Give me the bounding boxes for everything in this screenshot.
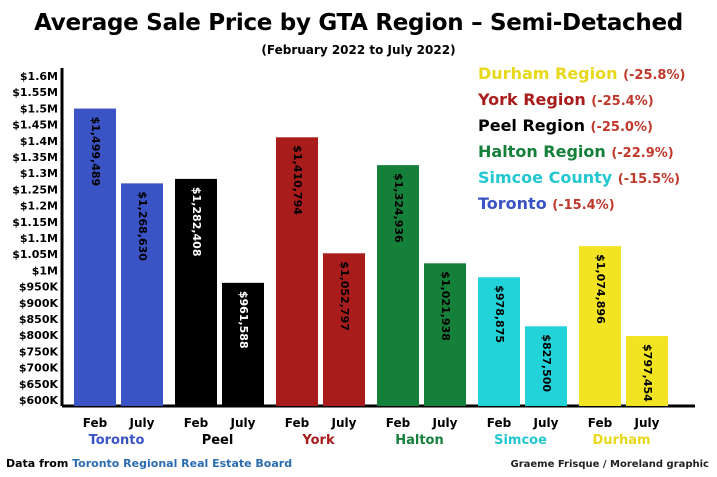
legend-item-name: York Region: [478, 90, 592, 109]
legend-item: Simcoe County (-15.5%): [478, 168, 680, 187]
y-tick-label: $1.1M: [20, 232, 58, 245]
source-org: Toronto Regional Real Estate Board: [72, 457, 293, 470]
y-tick-label: $700K: [19, 362, 59, 375]
region-label: Peel: [202, 433, 234, 448]
bar-value-label: $1,499,489: [89, 117, 102, 187]
bar-peel-feb: [175, 178, 217, 406]
legend-item-name: Peel Region: [478, 116, 591, 135]
y-tick-label: $900K: [19, 297, 59, 310]
y-tick-label: $1.5M: [20, 102, 58, 115]
x-tick-label: Feb: [184, 416, 209, 430]
x-tick-label: Feb: [487, 416, 512, 430]
y-tick-label: $650K: [19, 378, 59, 391]
bar-value-label: $1,052,797: [338, 261, 351, 331]
y-tick-label: $600K: [19, 394, 59, 407]
bar-value-label: $978,875: [493, 285, 506, 343]
y-tick-label: $950K: [19, 281, 59, 294]
legend-item-change: (-25.4%): [591, 94, 654, 109]
bar-peel-july: [222, 282, 264, 406]
bar-value-label: $1,282,408: [190, 187, 203, 257]
legend-item: Peel Region (-25.0%): [478, 116, 653, 135]
bar-value-label: $797,454: [641, 344, 654, 402]
y-tick-label: $1.45M: [12, 119, 58, 132]
legend-item-name: Toronto: [478, 194, 553, 213]
y-tick-label: $1.05M: [12, 248, 58, 261]
y-tick-label: $1.4M: [20, 135, 58, 148]
bar-simcoe-july: [525, 326, 567, 406]
x-tick-label: July: [129, 416, 155, 430]
legend-item-change: (-22.9%): [611, 146, 674, 161]
legend-item: Durham Region (-25.8%): [478, 64, 685, 83]
y-tick-label: $1.25M: [12, 183, 58, 196]
legend-item: York Region (-25.4%): [478, 90, 654, 109]
bar-toronto-feb: [74, 108, 116, 407]
x-tick-label: July: [331, 416, 357, 430]
y-tick-label: $1.35M: [12, 151, 58, 164]
y-tick-label: $1M: [32, 264, 58, 277]
bar-york-feb: [276, 137, 318, 407]
y-tick-label: $1.15M: [12, 216, 58, 229]
bar-value-label: $827,500: [540, 334, 553, 392]
chart-title: Average Sale Price by GTA Region – Semi-…: [34, 10, 683, 36]
bar-value-label: $1,324,936: [392, 173, 405, 243]
x-tick-label: July: [634, 416, 660, 430]
source-note: Data from Toronto Regional Real Estate B…: [6, 457, 292, 470]
legend-item-change: (-15.4%): [552, 198, 615, 213]
source-prefix: Data from: [6, 457, 73, 470]
bar-simcoe-feb: [478, 277, 520, 406]
bar-halton-feb: [377, 165, 419, 406]
legend-item-change: (-25.8%): [623, 68, 686, 83]
chart-subtitle: (February 2022 to July 2022): [261, 43, 456, 57]
legend-item-change: (-25.0%): [590, 120, 653, 135]
y-tick-label: $1.3M: [20, 167, 58, 180]
bar-value-label: $961,588: [237, 291, 250, 349]
region-label: York: [301, 433, 335, 448]
y-tick-label: $750K: [19, 345, 59, 358]
legend-item-name: Halton Region: [478, 142, 612, 161]
region-label: Halton: [395, 433, 444, 448]
bar-york-july: [323, 253, 365, 406]
x-tick-label: July: [432, 416, 458, 430]
bar-value-label: $1,268,630: [136, 191, 149, 261]
legend-item-name: Durham Region: [478, 64, 624, 83]
bar-durham-july: [626, 336, 668, 406]
legend-item-change: (-15.5%): [617, 172, 681, 187]
region-label: Simcoe: [494, 433, 547, 448]
y-tick-label: $1.2M: [20, 200, 58, 213]
legend-item: Halton Region (-22.9%): [478, 142, 674, 161]
bar-halton-july: [424, 263, 466, 406]
x-tick-label: July: [533, 416, 559, 430]
x-tick-label: Feb: [83, 416, 108, 430]
credit-note: Graeme Frisque / Moreland graphic: [510, 459, 709, 470]
x-tick-label: Feb: [588, 416, 613, 430]
bar-toronto-july: [121, 183, 163, 406]
legend-item-name: Simcoe County: [478, 168, 618, 187]
x-tick-label: Feb: [285, 416, 310, 430]
legend-item: Toronto (-15.4%): [478, 194, 615, 213]
y-tick-label: $1.6M: [20, 70, 58, 83]
bar-value-label: $1,410,794: [291, 145, 304, 215]
x-tick-label: July: [230, 416, 256, 430]
x-tick-label: Feb: [386, 416, 411, 430]
bar-value-label: $1,021,938: [439, 271, 452, 341]
y-tick-label: $800K: [19, 329, 59, 342]
bar-value-label: $1,074,896: [594, 254, 607, 324]
region-label: Toronto: [89, 433, 145, 448]
bar-durham-feb: [579, 246, 621, 406]
region-label: Durham: [592, 433, 650, 448]
y-tick-label: $850K: [19, 313, 59, 326]
y-tick-label: $1.55M: [12, 86, 58, 99]
